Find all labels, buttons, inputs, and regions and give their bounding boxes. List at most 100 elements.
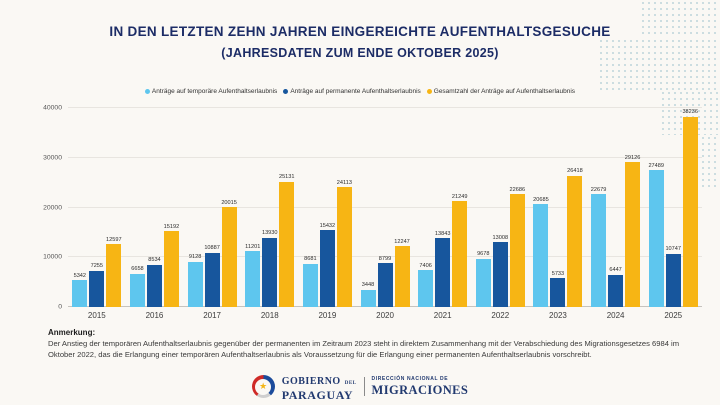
bar-value-label: 8534 [148,257,161,264]
gridline [68,156,702,158]
bar: 26418 [567,168,583,307]
bar-chart: 0 10000 20000 30000 40000 5342 7255 12597 2015 6… [26,104,702,324]
x-axis-category-label: 2021 [433,311,452,320]
x-axis-category-label: 2023 [549,311,567,320]
footnote-text: Der Anstieg der temporären Aufenthaltser… [48,339,680,359]
bar: 7406 [418,263,434,307]
bar-value-label: 15432 [319,222,336,229]
header: IN DEN LETZTEN ZEHN JAHREN EINGEREICHTE … [0,22,720,60]
x-axis-category-label: 2016 [145,311,164,320]
bar: 29126 [625,155,640,307]
bar-value-label: 10887 [204,245,220,252]
legend-label: Anträge auf temporäre Aufenthaltserlaubn… [151,88,278,95]
bar-value-label: 10747 [665,246,681,253]
bar-value-label: 9678 [477,251,490,258]
bar: 8534 [146,257,162,307]
legend-dot-icon [144,89,150,94]
bar-value-label: 7406 [419,262,432,269]
plot-area: 5342 7255 12597 2015 6658 8534 15192 2016 9128 10… [68,107,702,320]
bar: 9678 [475,251,491,307]
footer-divider [363,377,365,396]
bar-value-label: 6447 [609,267,622,274]
bar-value-label: 5733 [551,270,565,277]
legend-dot-icon [426,89,432,94]
bar: 13008 [493,235,508,307]
direccion-text: DIRECCIÓN NACIONAL DE [371,376,449,382]
gobierno-paraguay-wordmark: GOBIERNO DEL PARAGUAY [281,372,357,402]
year-group: 6658 8534 15192 2016 [126,108,184,320]
legend-item: Anträge auf permanente Aufenthaltserlaub… [283,88,421,95]
paraguay-emblem-icon: ★ [251,375,275,398]
migraciones-text: MIGRACIONES [371,382,469,397]
page-title: IN DEN LETZTEN ZEHN JAHREN EINGEREICHTE … [109,24,611,39]
year-group: 11201 13930 25131 2018 [241,108,299,320]
bar-value-label: 13930 [261,230,278,237]
bar: 38236 [682,109,698,307]
bar: 15192 [164,224,179,307]
bar-value-label: 15192 [163,223,180,230]
bar: 9128 [187,254,203,307]
x-axis-category-label: 2017 [203,311,221,320]
gridline [68,206,702,208]
dot-pattern-decoration [598,38,720,90]
x-axis-category-label: 2022 [491,311,510,320]
year-group: 5342 7255 12597 2015 [68,108,126,320]
legend-label: Anträge auf permanente Aufenthaltserlaub… [290,88,421,95]
bar-value-label: 8799 [378,255,392,262]
bar-value-label: 22686 [509,186,526,193]
bar-value-label: 25131 [278,174,295,181]
legend-label: Gesamtzahl der Anträge auf Aufenthaltser… [433,88,576,95]
x-axis-category-label: 2015 [87,311,106,320]
footnote: Anmerkung: Der Anstieg der temporären Au… [48,328,696,360]
legend-item: Anträge auf temporäre Aufenthaltserlaubn… [144,88,278,95]
bar-value-label: 26418 [567,168,583,175]
year-group: 8681 15432 24113 2019 [299,108,357,320]
bar-value-label: 8681 [304,256,317,263]
y-axis-tick-label: 10000 [43,253,62,261]
bar: 13843 [435,231,450,307]
legend-dot-icon [283,89,289,94]
bar: 6447 [608,267,624,307]
legend-item: Gesamtzahl der Anträge auf Aufenthaltser… [426,88,576,95]
star-icon: ★ [259,381,268,391]
gobierno-text: GOBIERNO [281,376,341,387]
bar-value-label: 13843 [434,230,451,237]
year-group: 9678 13008 22686 2022 [471,108,529,320]
chart-legend: Anträge auf temporäre Aufenthaltserlaubn… [0,88,720,95]
bar-value-label: 21249 [451,193,468,200]
bar-value-label: 20015 [221,199,237,206]
gridline [68,256,702,258]
bar: 13930 [262,230,278,307]
footnote-heading: Anmerkung: [48,328,96,337]
x-axis-category-label: 2025 [664,311,683,320]
bar: 11201 [245,244,260,307]
bar: 12247 [394,239,410,307]
bar-value-label: 5342 [73,272,87,279]
bar-value-label: 27489 [648,162,664,169]
dot-pattern-decoration [700,135,720,190]
year-group: 9128 10887 20015 2017 [183,108,241,320]
bar: 15432 [320,223,335,307]
x-axis-category-label: 2020 [376,311,394,320]
bar: 3448 [360,282,376,307]
bar: 25131 [279,174,295,307]
year-group: 22679 6447 29126 2024 [587,108,645,320]
bar-value-label: 12247 [394,238,410,245]
bar: 22686 [510,187,525,307]
bar-value-label: 13008 [492,234,509,241]
bar-value-label: 20685 [533,196,549,203]
bar-value-label: 22679 [590,186,607,193]
bar: 10887 [204,245,220,307]
bar-value-label: 3448 [361,282,375,289]
year-group: 3448 8799 12247 2020 [356,108,414,320]
migraciones-wordmark: DIRECCIÓN NACIONAL DE MIGRACIONES [372,377,469,396]
bar: 20015 [221,200,237,307]
y-axis-tick-label: 40000 [43,104,62,112]
bar-groups: 5342 7255 12597 2015 6658 8534 15192 2016 9128 10… [68,108,702,320]
bar: 7255 [89,263,105,307]
bar-value-label: 38236 [682,109,698,116]
del-text: DEL [344,381,357,386]
emblem-center: ★ [255,378,272,395]
y-axis-tick-label: 0 [58,303,62,311]
bar-value-label: 7255 [90,263,104,270]
